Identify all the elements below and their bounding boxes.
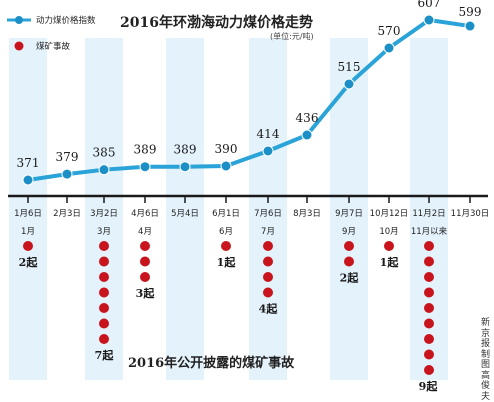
accident-month-label: 3月	[97, 227, 111, 237]
price-point	[220, 160, 232, 172]
accident-dot	[424, 287, 434, 298]
price-point	[179, 161, 191, 173]
x-tick-label: 3月2日	[90, 209, 118, 219]
price-label: 379	[56, 150, 79, 164]
accident-count-label: 2起	[19, 255, 39, 269]
legend-price-label: 动力煤价格指数	[36, 16, 96, 26]
accident-count-label: 2起	[340, 271, 360, 285]
x-tick-label: 11月30日	[451, 209, 490, 219]
accident-count-label: 1起	[380, 255, 400, 269]
price-point	[464, 20, 476, 32]
accident-month-label: 6月	[219, 227, 233, 237]
column-band	[9, 38, 47, 380]
accident-month-label: 9月	[342, 227, 356, 237]
accident-dot	[221, 241, 231, 251]
accident-dot	[424, 318, 434, 329]
accident-dot	[23, 241, 33, 251]
x-tick-label: 9月7日	[335, 209, 363, 219]
x-tick-label: 6月1日	[212, 209, 240, 219]
price-point	[262, 145, 274, 157]
price-label: 515	[338, 60, 361, 74]
accident-dot	[99, 318, 109, 329]
x-tick-label: 4月6日	[131, 209, 159, 219]
accident-month-label: 11月以来	[411, 227, 448, 237]
accident-dot	[424, 349, 434, 360]
accident-month-label: 7月	[261, 227, 275, 237]
legend-item-price: 动力煤价格指数	[6, 14, 96, 26]
accident-count-label: 9起	[419, 379, 439, 393]
accident-dot	[99, 287, 109, 298]
price-point	[61, 168, 73, 180]
accident-dot	[424, 365, 434, 375]
price-point	[22, 174, 34, 186]
accident-dot	[424, 241, 434, 251]
accident-count-label: 7起	[95, 348, 115, 362]
accident-dot	[99, 256, 109, 267]
price-point	[301, 129, 313, 141]
accident-month-label: 10月	[379, 227, 398, 237]
x-tick-label: 5月4日	[171, 209, 199, 219]
accident-dot	[344, 241, 354, 251]
accident-dot	[99, 241, 109, 251]
accident-dot	[99, 303, 109, 313]
price-label: 389	[134, 143, 157, 157]
accident-dot	[99, 272, 109, 282]
x-tick-label: 1月6日	[14, 209, 42, 219]
accident-dot	[263, 272, 273, 282]
accident-dot	[424, 303, 434, 313]
legend-line-marker	[7, 16, 31, 24]
accident-section-title: 2016年公开披露的煤矿事故	[128, 356, 295, 371]
accident-dot	[140, 241, 150, 251]
accident-dot	[344, 256, 354, 267]
accident-dot	[424, 272, 434, 282]
chart-legend: 动力煤价格指数 煤矿事故	[6, 14, 96, 52]
legend-dot-marker	[14, 41, 24, 51]
accident-month-label: 4月	[138, 227, 152, 237]
x-tick-label: 2月3日	[53, 209, 81, 219]
chart-title: 2016年环渤海动力煤价格走势	[120, 15, 313, 31]
accident-count-label: 3起	[136, 286, 156, 300]
legend-item-accident: 煤矿事故	[6, 40, 96, 52]
price-point	[383, 42, 395, 54]
column-band	[249, 38, 287, 380]
unit-note: (单位:元/吨)	[270, 32, 314, 41]
price-label: 371	[17, 156, 40, 170]
price-label: 570	[378, 24, 401, 38]
x-tick-label: 7月6日	[254, 209, 282, 219]
accident-dot	[384, 241, 394, 251]
accident-dot	[424, 334, 434, 344]
price-line	[27, 18, 471, 182]
price-point	[139, 161, 151, 173]
x-tick-label: 11月2日	[412, 209, 445, 219]
price-point	[423, 14, 435, 26]
column-band	[330, 38, 368, 380]
price-label: 389	[174, 143, 197, 157]
accident-count-label: 4起	[259, 302, 279, 316]
legend-accident-label: 煤矿事故	[36, 42, 71, 52]
accident-dot	[263, 241, 273, 251]
price-label: 414	[257, 127, 280, 141]
accident-count-label: 1起	[217, 255, 237, 269]
x-tick-label: 8月3日	[293, 209, 321, 219]
accident-dot	[99, 334, 109, 344]
price-point	[343, 78, 355, 90]
price-label: 436	[296, 111, 319, 125]
accident-dot	[140, 272, 150, 282]
price-point	[98, 164, 110, 176]
price-label: 385	[93, 146, 116, 160]
column-band	[166, 38, 204, 380]
accident-dot	[263, 256, 273, 267]
accident-dot	[263, 287, 273, 298]
price-label: 390	[215, 142, 238, 156]
price-label: 599	[459, 5, 482, 19]
credit-text: 新京报制图高俊夫	[481, 318, 491, 402]
price-label: 607	[418, 0, 441, 10]
x-tick-label: 10月12日	[370, 209, 409, 219]
accident-dot	[424, 256, 434, 267]
accident-month-label: 1月	[21, 227, 35, 237]
accident-dot	[140, 256, 150, 267]
